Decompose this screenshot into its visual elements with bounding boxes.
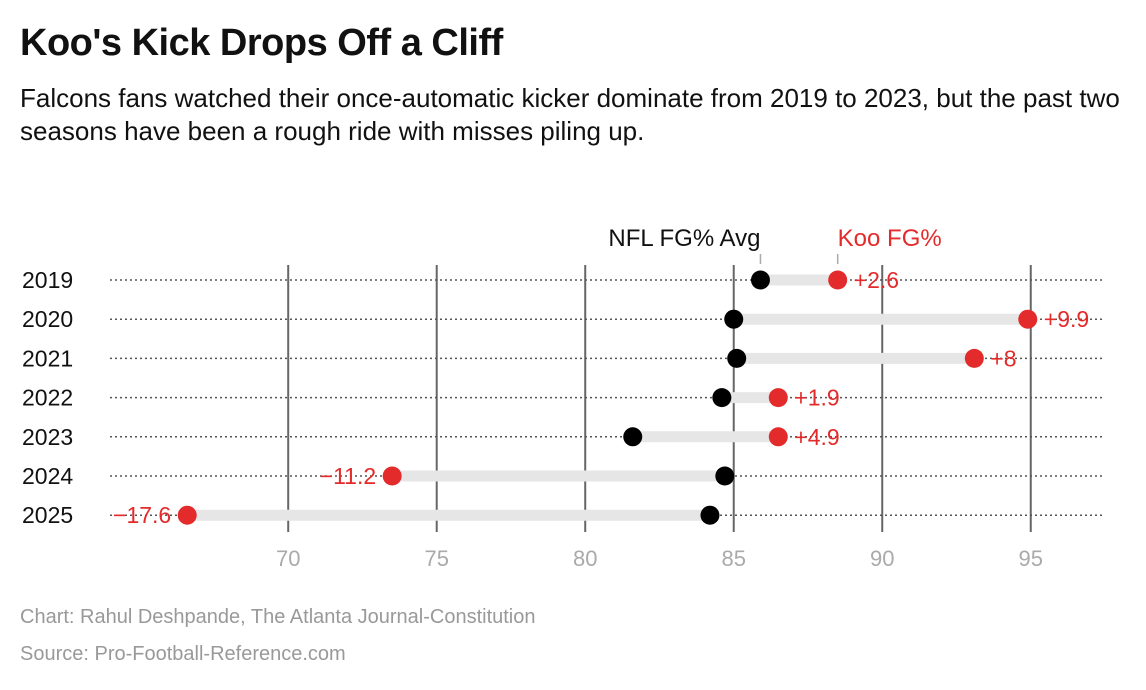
x-tick-label: 70: [276, 546, 300, 571]
legend-koo: Koo FG%: [838, 225, 942, 252]
koo-dot: [1018, 309, 1038, 329]
diff-label: +4.9: [794, 424, 839, 450]
koo-dot: [964, 348, 984, 368]
y-category-label: 2023: [22, 424, 73, 450]
diff-label: −17.6: [113, 502, 171, 528]
nfl-avg-dot: [700, 505, 720, 525]
nfl-avg-dot: [727, 348, 747, 368]
koo-dot: [382, 466, 402, 486]
y-category-label: 2024: [22, 463, 73, 489]
x-tick-label: 90: [870, 546, 894, 571]
x-tick-label: 85: [721, 546, 745, 571]
koo-dot: [768, 427, 788, 447]
x-tick-label: 75: [424, 546, 448, 571]
chart-credit: Chart: Rahul Deshpande, The Atlanta Jour…: [20, 606, 536, 628]
y-category-label: 2020: [22, 306, 73, 332]
nfl-avg-dot: [712, 388, 732, 408]
y-category-label: 2021: [22, 345, 73, 371]
chart-subtitle: Falcons fans watched their once-automati…: [20, 83, 1120, 146]
nfl-avg-dot: [623, 427, 643, 447]
y-category-label: 2022: [22, 385, 73, 411]
diff-label: +2.6: [854, 267, 899, 293]
nfl-avg-dot: [715, 466, 735, 486]
koo-dot: [828, 270, 848, 290]
legend-nfl-avg: NFL FG% Avg: [608, 225, 760, 252]
diff-label: +8: [990, 345, 1016, 371]
nfl-avg-dot: [750, 270, 770, 290]
koo-dot: [177, 505, 197, 525]
x-tick-label: 80: [573, 546, 597, 571]
diff-label: +1.9: [794, 385, 839, 411]
chart-source: Source: Pro-Football-Reference.com: [20, 643, 346, 665]
y-category-label: 2025: [22, 502, 73, 528]
x-tick-label: 95: [1019, 546, 1043, 571]
diff-label: +9.9: [1044, 306, 1089, 332]
y-category-label: 2019: [22, 267, 73, 293]
chart-title: Koo's Kick Drops Off a Cliff: [20, 22, 503, 64]
nfl-avg-dot: [724, 309, 744, 329]
koo-dot: [768, 388, 788, 408]
diff-label: −11.2: [320, 463, 377, 489]
